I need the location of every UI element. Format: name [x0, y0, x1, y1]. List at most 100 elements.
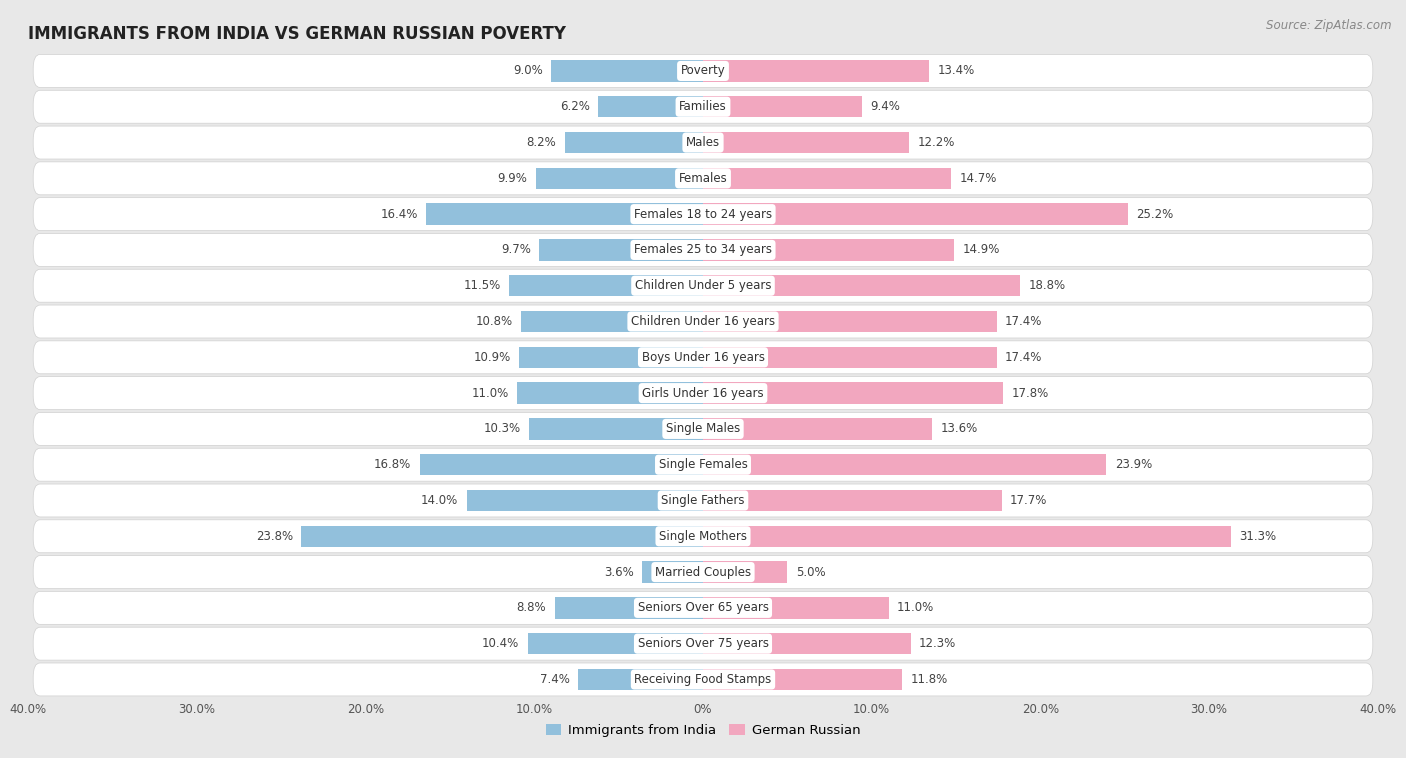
- Bar: [703, 525, 1232, 547]
- Text: Receiving Food Stamps: Receiving Food Stamps: [634, 673, 772, 686]
- Text: Married Couples: Married Couples: [655, 565, 751, 578]
- FancyBboxPatch shape: [34, 162, 1372, 195]
- FancyBboxPatch shape: [34, 305, 1372, 338]
- FancyBboxPatch shape: [34, 269, 1372, 302]
- Text: 13.4%: 13.4%: [938, 64, 974, 77]
- Text: 10.3%: 10.3%: [484, 422, 520, 435]
- Bar: [703, 382, 1004, 404]
- Text: 14.0%: 14.0%: [422, 494, 458, 507]
- Text: 7.4%: 7.4%: [540, 673, 569, 686]
- Bar: [643, 562, 703, 583]
- Text: 31.3%: 31.3%: [1240, 530, 1277, 543]
- Text: 11.0%: 11.0%: [472, 387, 509, 399]
- FancyBboxPatch shape: [34, 520, 1372, 553]
- Bar: [529, 418, 703, 440]
- Text: IMMIGRANTS FROM INDIA VS GERMAN RUSSIAN POVERTY: IMMIGRANTS FROM INDIA VS GERMAN RUSSIAN …: [28, 25, 567, 43]
- Bar: [703, 633, 911, 654]
- Text: 23.9%: 23.9%: [1115, 458, 1152, 471]
- Bar: [703, 454, 1107, 475]
- FancyBboxPatch shape: [34, 341, 1372, 374]
- FancyBboxPatch shape: [34, 126, 1372, 159]
- Bar: [540, 240, 703, 261]
- Text: 17.4%: 17.4%: [1005, 315, 1042, 328]
- Text: Source: ZipAtlas.com: Source: ZipAtlas.com: [1267, 19, 1392, 32]
- Text: 10.4%: 10.4%: [482, 637, 519, 650]
- Text: 12.3%: 12.3%: [920, 637, 956, 650]
- Text: 9.0%: 9.0%: [513, 64, 543, 77]
- FancyBboxPatch shape: [34, 198, 1372, 230]
- FancyBboxPatch shape: [34, 591, 1372, 625]
- Text: 6.2%: 6.2%: [560, 100, 591, 113]
- Text: 5.0%: 5.0%: [796, 565, 825, 578]
- Text: Boys Under 16 years: Boys Under 16 years: [641, 351, 765, 364]
- Text: 3.6%: 3.6%: [605, 565, 634, 578]
- FancyBboxPatch shape: [34, 233, 1372, 266]
- Text: 18.8%: 18.8%: [1029, 279, 1066, 293]
- Bar: [703, 240, 955, 261]
- Text: Seniors Over 65 years: Seniors Over 65 years: [637, 601, 769, 615]
- Bar: [517, 382, 703, 404]
- Bar: [527, 633, 703, 654]
- FancyBboxPatch shape: [34, 663, 1372, 696]
- Text: 13.6%: 13.6%: [941, 422, 979, 435]
- FancyBboxPatch shape: [34, 377, 1372, 409]
- Bar: [509, 275, 703, 296]
- Bar: [301, 525, 703, 547]
- Bar: [426, 203, 703, 225]
- Bar: [419, 454, 703, 475]
- Text: Single Fathers: Single Fathers: [661, 494, 745, 507]
- Bar: [551, 60, 703, 82]
- Text: Families: Families: [679, 100, 727, 113]
- Bar: [703, 490, 1001, 511]
- FancyBboxPatch shape: [34, 90, 1372, 124]
- FancyBboxPatch shape: [34, 627, 1372, 660]
- Bar: [467, 490, 703, 511]
- Bar: [703, 96, 862, 117]
- Text: 16.4%: 16.4%: [381, 208, 418, 221]
- Bar: [565, 132, 703, 153]
- Text: 12.2%: 12.2%: [917, 136, 955, 149]
- Text: Children Under 16 years: Children Under 16 years: [631, 315, 775, 328]
- Bar: [703, 669, 903, 691]
- Text: Children Under 5 years: Children Under 5 years: [634, 279, 772, 293]
- Text: Females 25 to 34 years: Females 25 to 34 years: [634, 243, 772, 256]
- FancyBboxPatch shape: [34, 448, 1372, 481]
- Bar: [520, 311, 703, 332]
- Bar: [703, 562, 787, 583]
- Text: Seniors Over 75 years: Seniors Over 75 years: [637, 637, 769, 650]
- Text: 9.9%: 9.9%: [498, 172, 527, 185]
- Bar: [703, 311, 997, 332]
- FancyBboxPatch shape: [34, 55, 1372, 87]
- Legend: Immigrants from India, German Russian: Immigrants from India, German Russian: [540, 719, 866, 742]
- Bar: [703, 597, 889, 619]
- Bar: [519, 346, 703, 368]
- Text: Females 18 to 24 years: Females 18 to 24 years: [634, 208, 772, 221]
- Bar: [703, 168, 950, 189]
- Text: 14.9%: 14.9%: [963, 243, 1000, 256]
- Text: Males: Males: [686, 136, 720, 149]
- Text: 11.0%: 11.0%: [897, 601, 934, 615]
- Text: 16.8%: 16.8%: [374, 458, 411, 471]
- Text: Poverty: Poverty: [681, 64, 725, 77]
- Text: 8.8%: 8.8%: [516, 601, 546, 615]
- Text: Girls Under 16 years: Girls Under 16 years: [643, 387, 763, 399]
- Text: 23.8%: 23.8%: [256, 530, 292, 543]
- Bar: [703, 132, 908, 153]
- FancyBboxPatch shape: [34, 556, 1372, 588]
- Text: 10.8%: 10.8%: [475, 315, 512, 328]
- Text: 11.5%: 11.5%: [464, 279, 501, 293]
- Text: 17.8%: 17.8%: [1012, 387, 1049, 399]
- Bar: [703, 275, 1021, 296]
- Bar: [578, 669, 703, 691]
- Text: 25.2%: 25.2%: [1136, 208, 1174, 221]
- Bar: [703, 60, 929, 82]
- Text: 17.7%: 17.7%: [1010, 494, 1047, 507]
- Bar: [703, 346, 997, 368]
- Bar: [554, 597, 703, 619]
- FancyBboxPatch shape: [34, 412, 1372, 446]
- Text: 11.8%: 11.8%: [911, 673, 948, 686]
- Bar: [703, 203, 1128, 225]
- Text: 14.7%: 14.7%: [959, 172, 997, 185]
- Bar: [703, 418, 932, 440]
- Text: Single Females: Single Females: [658, 458, 748, 471]
